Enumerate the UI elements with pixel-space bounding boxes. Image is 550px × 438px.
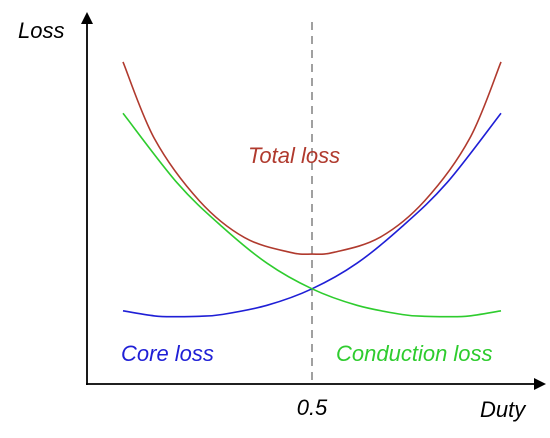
total-loss-curve bbox=[122, 61, 502, 256]
y-axis-label: Loss bbox=[18, 18, 64, 43]
core-loss-curve bbox=[122, 112, 502, 318]
conduction-loss-label: Conduction loss bbox=[336, 341, 493, 366]
core-loss-label: Core loss bbox=[121, 341, 214, 366]
x-axis-label: Duty bbox=[480, 397, 527, 422]
x-tick-label: 0.5 bbox=[297, 395, 328, 420]
conduction-loss-curve bbox=[122, 112, 502, 318]
total-loss-label: Total loss bbox=[248, 143, 340, 168]
